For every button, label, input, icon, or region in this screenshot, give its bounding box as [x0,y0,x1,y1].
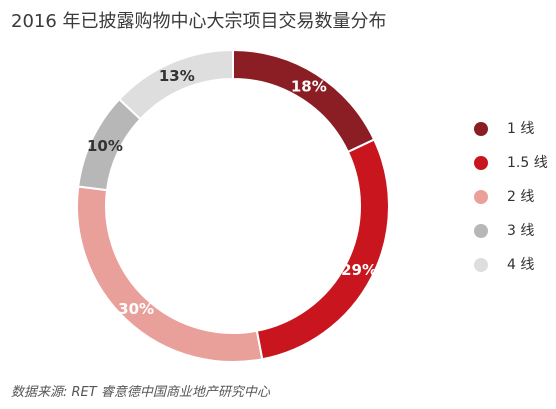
slice-1 [232,48,376,154]
slice-label-3: 30% [118,300,154,318]
legend-label-1: 1 线 [507,121,534,137]
legend-swatch-4 [474,224,488,238]
chart-title: 2016 年已披露购物中心大宗项目交易数量分布 [11,11,387,32]
data-source-note: 数据来源: RET 睿意德中国商业地产研究中心 [11,385,270,400]
legend-label-3: 2 线 [507,189,534,205]
donut-slices [76,48,390,363]
legend-swatch-2 [474,156,488,170]
slice-label-2: 29% [341,261,377,279]
legend-swatch-1 [474,122,488,136]
legend-swatch-5 [474,258,488,272]
slice-label-4: 10% [87,137,123,155]
legend-label-5: 4 线 [507,257,534,273]
slice-labels: 18% 29% 30% 10% 13% [87,67,377,318]
slice-5 [117,48,234,121]
slice-3 [76,185,264,363]
legend-label-2: 1.5 线 [507,155,548,171]
legend-label-4: 3 线 [507,223,534,239]
slice-label-1: 18% [291,78,327,96]
slice-2 [255,138,390,361]
slice-label-5: 13% [159,67,195,85]
legend-swatch-3 [474,190,488,204]
chart-legend: 1 线 1.5 线 2 线 3 线 4 线 [474,121,548,273]
